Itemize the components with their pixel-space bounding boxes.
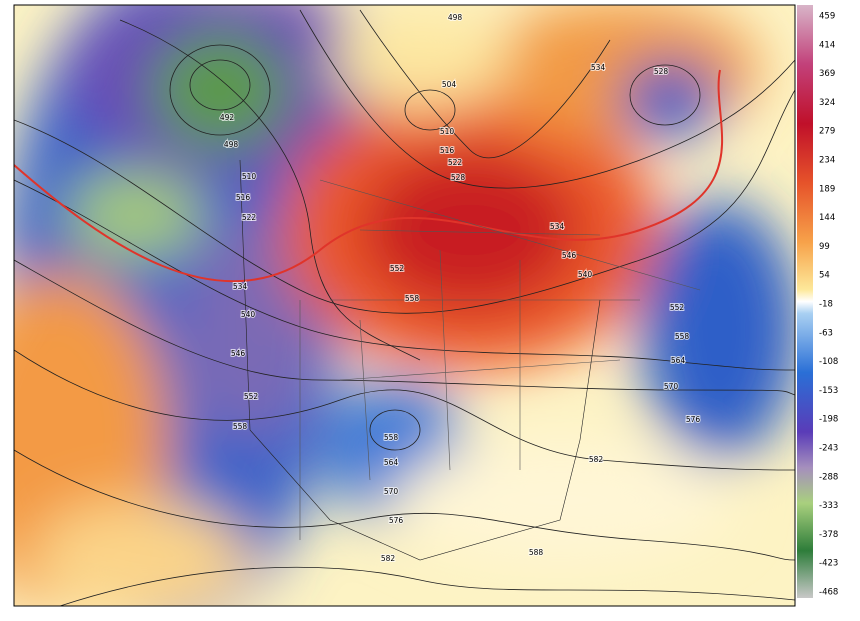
contour-label: 570: [664, 382, 679, 391]
colorbar-tick-label: -423: [819, 559, 838, 569]
contour-label: 564: [384, 458, 399, 467]
contour-label: 534: [591, 63, 606, 72]
contour-label: 552: [244, 392, 259, 401]
contour-label: 534: [233, 282, 248, 291]
contour-label: 510: [440, 127, 455, 136]
contour-label: 504: [442, 80, 457, 89]
contour-label: 522: [448, 158, 463, 167]
colorbar-tick-label: 369: [819, 69, 835, 79]
colorbar-tick-label: 324: [819, 98, 835, 108]
colorbar-tick-label: 459: [819, 12, 835, 22]
colorbar-tick-label: 234: [819, 156, 835, 166]
contour-label: 576: [686, 415, 701, 424]
contour-label: 558: [405, 294, 420, 303]
highlight-contour: [14, 69, 724, 283]
contour-label: 588: [529, 548, 544, 557]
colorbar-tick-label: -333: [819, 501, 838, 511]
contour-label: 522: [242, 213, 257, 222]
contour-label: 492: [220, 113, 235, 122]
colorbar-tick-label: -108: [819, 357, 838, 367]
contour-label: 552: [390, 264, 405, 273]
contour-label: 558: [384, 433, 399, 442]
colorbar-tick-label: -153: [819, 386, 838, 396]
colorbar-tick-label: 144: [819, 213, 835, 223]
contour-label: 558: [675, 332, 690, 341]
contour-label: 510: [242, 172, 257, 181]
contour-label: 516: [440, 146, 455, 155]
contour-label: 528: [654, 67, 669, 76]
colorbar-tick-label: 54: [819, 271, 830, 281]
contour-label: 528: [451, 173, 466, 182]
colorbar-tick-label: -288: [819, 472, 838, 482]
contour-label: 582: [589, 455, 604, 464]
contour-label: 516: [236, 193, 251, 202]
colorbar-tick-label: 189: [819, 184, 835, 194]
colorbar-tick-label: -198: [819, 415, 838, 425]
borders: [239, 159, 701, 561]
map-frame: [13, 4, 796, 607]
contour-label: 534: [550, 222, 565, 231]
contour-label: 540: [578, 270, 593, 279]
contour-label: 546: [562, 251, 577, 260]
contour-label: 546: [231, 349, 246, 358]
map-field: [14, 5, 795, 606]
contour-label: 582: [381, 554, 396, 563]
colorbar-tick-label: 99: [819, 242, 830, 252]
colorbar-tick-label: -243: [819, 444, 838, 454]
colorbar-tick-label: 279: [819, 127, 835, 137]
contour-label: 558: [233, 422, 248, 431]
colorbar-tick-label: 414: [819, 40, 835, 50]
colorbar-tick-label: -18: [819, 300, 833, 310]
contour-label: 576: [389, 516, 404, 525]
height-contours: [14, 9, 795, 606]
contour-label: 498: [448, 13, 463, 22]
colorbar-tick-label: -63: [819, 328, 833, 338]
colorbar-tick-label: -378: [819, 530, 838, 540]
colorbar-tick-label: -468: [819, 588, 838, 598]
colorbar: [797, 5, 813, 598]
contour-label: 564: [671, 356, 686, 365]
contour-label: 570: [384, 487, 399, 496]
contour-label: 540: [241, 310, 256, 319]
contour-label: 552: [670, 303, 685, 312]
contour-label: 498: [224, 140, 239, 149]
